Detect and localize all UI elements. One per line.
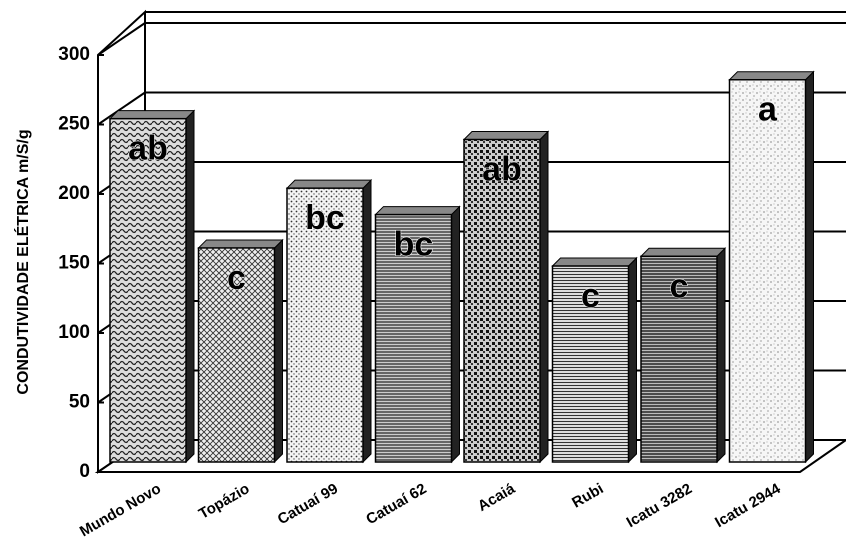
bar-side — [362, 178, 372, 464]
y-tick-label: 150 — [58, 253, 90, 274]
y-tick-label: 0 — [79, 461, 90, 482]
bar — [728, 79, 807, 463]
bar-annotation: c — [581, 277, 600, 315]
y-tick-label: 300 — [58, 44, 90, 65]
bar-annotation: ab — [128, 130, 168, 168]
bar-side — [451, 205, 460, 464]
bar — [551, 265, 630, 463]
bar-top — [197, 239, 284, 249]
y-tick-label: 100 — [58, 322, 90, 343]
bar-annotation: bc — [305, 199, 345, 237]
y-tick-label: 250 — [58, 114, 90, 135]
y-tick-label: 50 — [69, 392, 90, 413]
x-tick-label: Catuaí 99 — [275, 480, 341, 528]
bar-top — [639, 247, 727, 257]
x-tick-label: Rubi — [569, 480, 606, 511]
bar-top — [285, 179, 373, 189]
bar — [463, 138, 541, 463]
bar — [197, 247, 276, 463]
bar-annotation: bc — [394, 226, 434, 264]
bar-top — [374, 206, 461, 216]
bar-top — [462, 131, 550, 141]
bar — [374, 213, 453, 463]
bar-side — [185, 109, 195, 464]
x-tick-label: Catuaí 62 — [363, 480, 429, 528]
bar — [640, 255, 718, 463]
bar — [109, 117, 187, 463]
grid-line — [97, 22, 146, 56]
bar-side — [805, 70, 814, 464]
x-tick-label: Mundo Novo — [77, 480, 164, 540]
x-tick-label: Icatu 2944 — [712, 480, 784, 531]
x-tick-label: Topázio — [196, 480, 253, 522]
bar-annotation: ab — [482, 151, 522, 189]
y-axis-title: CONDUTIVIDADE ELÉTRICA m/S/g — [13, 129, 32, 394]
bar — [286, 187, 364, 463]
bar-side — [274, 238, 283, 464]
bar-side — [628, 256, 637, 464]
x-tick-label: Icatu 3282 — [624, 480, 695, 531]
bar-annotation: a — [758, 91, 778, 129]
bar-side — [716, 247, 726, 464]
y-tick-label: 200 — [58, 183, 90, 204]
x-tick-label: Acaiá — [475, 480, 519, 515]
bar-annotation: c — [670, 267, 689, 305]
bar-side — [539, 130, 549, 464]
bar-top — [551, 257, 638, 267]
bar-top — [728, 71, 815, 81]
bar-annotation: c — [227, 259, 246, 297]
grid-line — [97, 91, 146, 126]
bar-top — [108, 110, 196, 120]
